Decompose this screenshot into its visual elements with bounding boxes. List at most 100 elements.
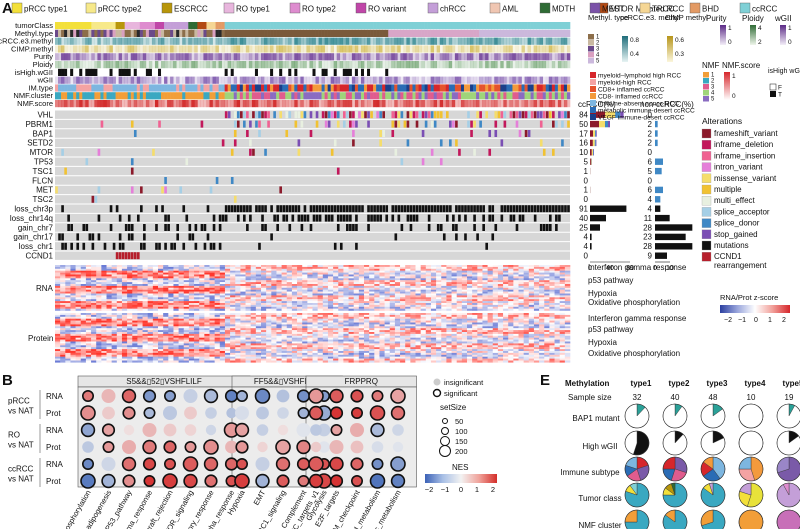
rna-heat-cell — [503, 301, 509, 304]
rna-heat-cell — [492, 306, 499, 309]
cimp-cell — [197, 45, 201, 53]
cimp-cell — [161, 45, 165, 53]
rna-heat-cell — [317, 284, 324, 287]
rna-heat-cell — [302, 287, 308, 290]
rna-heat-cell — [291, 282, 298, 285]
rna-heat-cell — [539, 265, 545, 268]
rna-heat-cell — [55, 278, 61, 281]
rna-heat-cell — [343, 293, 349, 296]
alteration-mark — [288, 224, 292, 231]
legend-label: ESCRCC — [174, 5, 208, 14]
purity-cell — [291, 53, 295, 61]
rna-heat-cell — [219, 274, 226, 277]
ploidy-cell — [479, 61, 483, 69]
tumor-class-cell — [479, 22, 483, 30]
rna-heat-cell — [245, 287, 251, 290]
alteration-mark — [518, 214, 522, 222]
rna-heat-cell — [121, 265, 128, 268]
nmf-cluster-cell — [233, 92, 238, 100]
alteration-mark — [276, 214, 279, 222]
rna-heat-cell — [425, 287, 432, 290]
rna-heat-cell — [152, 285, 159, 288]
rna-heat-cell — [322, 297, 329, 300]
ishigh-cell — [373, 68, 377, 76]
ishigh-cell — [230, 68, 235, 76]
nmf-cluster-cell — [497, 92, 501, 100]
rna-heat-cell — [121, 297, 128, 300]
cimp-cell — [342, 45, 347, 53]
rna-heat-cell — [477, 266, 483, 269]
ploidy-cell — [506, 61, 510, 69]
alteration-mark — [282, 205, 286, 213]
rna-heat-cell — [266, 297, 272, 300]
purity-cell — [303, 53, 307, 61]
tumor-class-cell — [197, 22, 201, 30]
nmf-cluster-cell — [357, 92, 362, 100]
rna-heat-cell — [75, 266, 82, 269]
rna-heat-cell — [235, 276, 241, 279]
alteration-mark — [524, 130, 528, 137]
rna-heat-cell — [147, 270, 154, 273]
im-type-cell — [285, 84, 289, 92]
ishigh-cell — [197, 68, 201, 76]
rna-heat-cell — [173, 278, 179, 281]
im-type-cell — [167, 84, 171, 92]
rna-heat-cell — [312, 289, 318, 292]
alteration-mark — [412, 111, 416, 119]
cimp-cell — [294, 45, 298, 53]
rna-heat-cell — [307, 268, 313, 271]
cimp-cell — [267, 45, 271, 53]
rna-heat-cell — [436, 306, 442, 309]
alteration-mark — [140, 186, 143, 194]
ccrcc-pct-value: 10 — [579, 148, 588, 157]
methyl-cell — [454, 29, 459, 37]
rna-heat-cell — [400, 289, 406, 292]
ploidy-cell — [321, 61, 325, 69]
e3-cell — [188, 37, 192, 45]
rna-heat-cell — [487, 284, 494, 287]
rna-heat-cell — [116, 297, 123, 300]
ishigh-cell — [509, 68, 513, 76]
rna-heat-cell — [513, 280, 519, 283]
alteration-mark — [164, 186, 167, 194]
e3-cell — [560, 37, 565, 45]
rna-heat-cell — [415, 287, 421, 290]
rna-heat-cell — [333, 268, 339, 271]
rna-heat-cell — [214, 297, 221, 300]
rna-heat-cell — [106, 278, 112, 281]
methyl-cell — [357, 29, 362, 37]
nmf-score-cell — [330, 100, 335, 108]
rna-heat-cell — [199, 293, 205, 296]
rna-heat-cell — [441, 280, 447, 283]
tumor-class-cell — [239, 22, 244, 30]
rna-heat-cell — [384, 295, 391, 298]
rna-heat-cell — [152, 266, 159, 269]
track-label: IM.type — [28, 83, 53, 92]
rna-heat-cell — [554, 291, 560, 294]
purity-title: Purity — [706, 14, 726, 23]
rna-heat-cell — [456, 272, 463, 275]
methyl-cell — [524, 29, 528, 37]
nmf-score-cell — [170, 100, 174, 108]
rna-heat-cell — [96, 297, 102, 300]
rna-heat-cell — [85, 265, 92, 268]
rna-heat-cell — [430, 287, 437, 290]
nmf-score-cell — [527, 100, 531, 108]
methyl-cell — [312, 29, 316, 37]
alteration-mark — [533, 205, 537, 213]
rna-heat-cell — [168, 270, 174, 273]
wgii-cell — [342, 76, 347, 84]
rna-heat-cell — [183, 293, 190, 296]
e3-cell — [306, 37, 310, 45]
nmf-cluster-cell — [424, 92, 428, 100]
rna-heat-cell — [441, 270, 447, 273]
rna-heat-cell — [250, 278, 257, 281]
nmf-cluster-cell — [239, 92, 244, 100]
alteration-mark — [118, 233, 122, 241]
im-type-cell — [488, 84, 492, 92]
alteration-mark — [476, 111, 479, 119]
cimp-cell — [103, 45, 107, 53]
nmf-score-cell — [560, 100, 565, 108]
alteration-mark — [236, 120, 240, 128]
